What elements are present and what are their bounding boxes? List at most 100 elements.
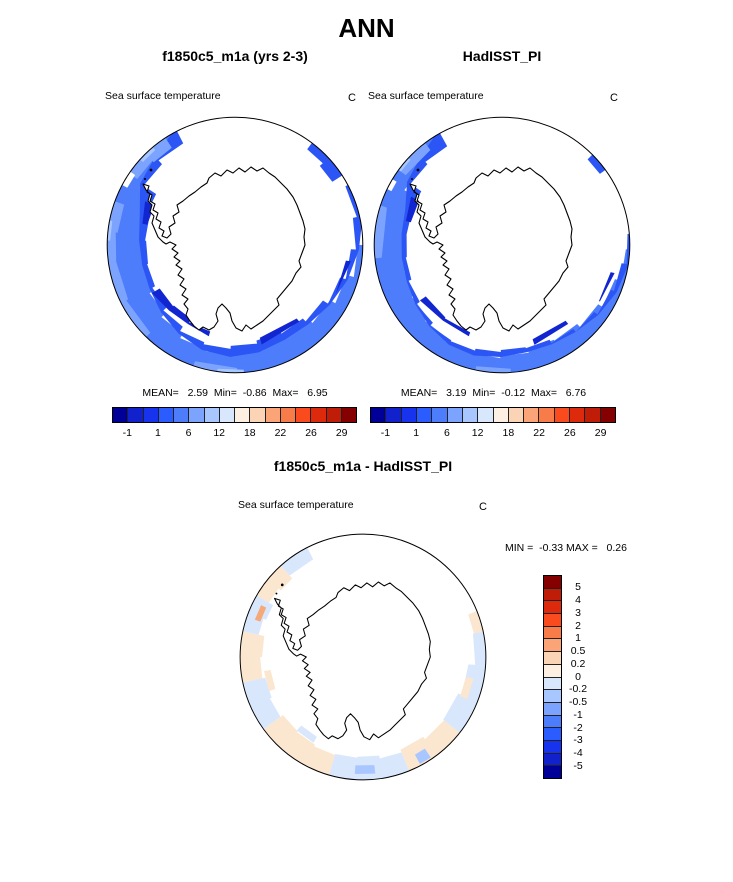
sst-band	[296, 725, 317, 743]
colorbar-segment	[341, 408, 356, 422]
colorbar-diff	[543, 575, 562, 779]
field-label-model: Sea surface temperature	[105, 90, 221, 102]
island	[149, 168, 153, 172]
figure-title: ANN	[338, 13, 395, 43]
colorbar-tick-label: 29	[594, 427, 607, 439]
colorbar-tick-label: 26	[564, 427, 576, 439]
colorbar-segment	[585, 408, 601, 422]
sst-band	[278, 544, 314, 576]
colorbar-segment	[280, 408, 296, 422]
island	[280, 583, 284, 587]
colorbar-tick-label: 5	[575, 581, 581, 594]
colorbar-segment	[311, 408, 327, 422]
sst-band	[354, 765, 376, 775]
antarctica-coastline	[409, 166, 573, 332]
map-boundary-circle	[239, 533, 487, 781]
colorbar-tick-label: 0	[575, 670, 581, 683]
colorbar-tick-label: -1	[573, 708, 583, 721]
colorbar-segment	[544, 740, 561, 754]
colorbar-segment	[158, 408, 174, 422]
colorbar-segment	[265, 408, 281, 422]
map-model-sst	[106, 116, 364, 374]
colorbar-tick-label: 3	[575, 606, 581, 619]
colorbar-tick-label: 26	[305, 427, 317, 439]
colorbar-tick-label: 1	[575, 632, 581, 645]
map-diff-sst	[239, 533, 487, 781]
field-label-diff: Sea surface temperature	[238, 499, 354, 511]
colorbar-tick-label: -2	[573, 721, 583, 734]
colorbar-segment	[493, 408, 509, 422]
colorbar-model	[112, 407, 357, 423]
colorbar-tick-label: 18	[502, 427, 515, 439]
colorbar-segment	[544, 677, 561, 691]
colorbar-ticks-model: -1 1 6 12 18 22 26 29	[112, 427, 357, 441]
colorbar-tick-label: 22	[274, 427, 287, 439]
colorbar-segment	[544, 753, 561, 767]
colorbar-tick-label: 12	[471, 427, 484, 439]
colorbar-segment	[544, 626, 561, 640]
colorbar-segment	[447, 408, 463, 422]
colorbar-segment	[401, 408, 417, 422]
sst-band	[331, 260, 351, 295]
map-boundary-circle	[106, 116, 364, 374]
stats-model: MEAN= 2.59 Min= -0.86 Max= 6.95	[142, 387, 328, 399]
sst-band	[468, 609, 486, 634]
sst-band	[307, 140, 345, 182]
colorbar-segment	[219, 408, 235, 422]
antarctica-coastline	[142, 166, 306, 332]
colorbar-segment	[544, 766, 561, 778]
colorbar-tick-label: 0.2	[570, 657, 586, 670]
colorbar-tick-label: 4	[575, 594, 581, 606]
colorbar-diff-labels: 5 4 3 2 1 0.5 0.2 0 -0.2 -0.5 -1 -2 -3 -4 -5	[561, 575, 595, 779]
sst-bands	[240, 544, 486, 780]
colorbar-segment	[113, 408, 129, 422]
colorbar-segment	[432, 408, 448, 422]
sst-band	[419, 296, 471, 337]
island	[416, 168, 420, 172]
colorbar-segment	[296, 408, 312, 422]
colorbar-segment	[326, 408, 342, 422]
colorbar-segment	[600, 408, 615, 422]
colorbar-segment	[544, 690, 561, 703]
colorbar-segment	[128, 408, 144, 422]
colorbar-obs	[370, 407, 616, 423]
colorbar-segment	[570, 408, 586, 422]
colorbar-tick-label: 1	[155, 427, 161, 439]
colorbar-tick-label: 22	[533, 427, 545, 439]
colorbar-segment	[235, 408, 251, 422]
colorbar-tick-label: -1	[122, 427, 132, 439]
sst-band	[253, 563, 293, 603]
unit-label-obs: C	[610, 92, 618, 104]
panel-title-model: f1850c5_m1a (yrs 2-3)	[162, 48, 308, 64]
sst-band	[261, 715, 335, 779]
panel-title-obs: HadISST_PI	[462, 48, 542, 64]
sst-band	[587, 152, 608, 174]
sst-band	[254, 605, 267, 622]
colorbar-segment	[544, 614, 561, 627]
colorbar-segment	[204, 408, 220, 422]
sst-band	[263, 669, 276, 692]
colorbar-tick-label: -0.5	[568, 696, 588, 708]
colorbar-segment	[250, 408, 266, 422]
colorbar-tick-label: 0.5	[570, 645, 586, 657]
colorbar-segment	[386, 408, 402, 422]
sst-band	[414, 748, 431, 765]
colorbar-tick-label: 12	[213, 427, 226, 439]
sst-band	[596, 272, 615, 302]
colorbar-segment	[416, 408, 433, 422]
sst-band	[151, 288, 211, 337]
sst-band	[126, 135, 172, 179]
colorbar-segment	[544, 652, 561, 665]
colorbar-tick-label: 2	[575, 619, 581, 632]
colorbar-tick-label: -5	[573, 759, 583, 772]
colorbar-tick-label: 6	[185, 427, 192, 439]
island	[275, 592, 278, 595]
sst-band	[443, 664, 486, 735]
sst-band	[532, 320, 569, 345]
sst-band	[240, 630, 265, 684]
sst-bands	[374, 130, 630, 373]
colorbar-segment	[371, 408, 387, 422]
colorbar-tick-label: -0.2	[568, 683, 588, 696]
antarctica-coastline	[274, 581, 431, 741]
